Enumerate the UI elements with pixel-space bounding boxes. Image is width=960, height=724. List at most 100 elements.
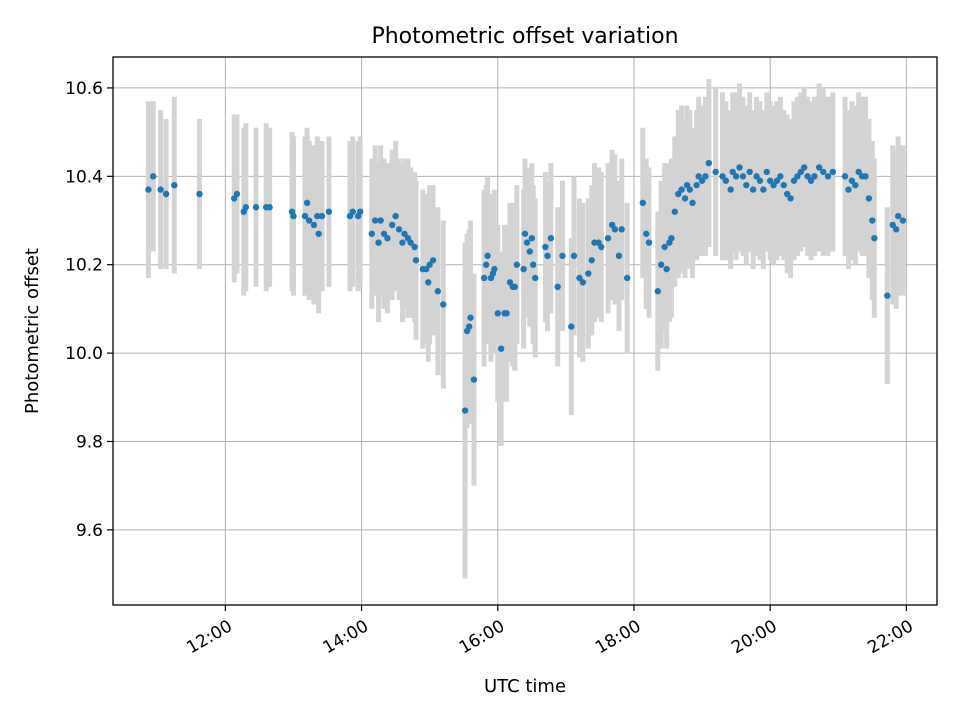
data-point [491, 265, 498, 273]
data-point [425, 279, 432, 286]
data-point [523, 239, 531, 246]
data-point [787, 195, 794, 202]
y-tick-label: 9.8 [76, 432, 103, 452]
data-point [892, 226, 900, 233]
data-point [807, 177, 815, 184]
data-point [357, 208, 364, 215]
y-axis-label: Photometric offset [22, 248, 43, 414]
data-point [368, 230, 375, 237]
data-point [401, 230, 408, 237]
data-point [801, 164, 808, 171]
plot-frame [112, 56, 938, 606]
data-point [149, 173, 157, 180]
data-point [681, 195, 689, 202]
data-point [399, 239, 406, 246]
data-point [705, 159, 713, 167]
data-point [884, 292, 891, 299]
data-point [484, 252, 491, 260]
data-point [729, 168, 736, 176]
data-point [395, 226, 403, 233]
data-point [588, 257, 595, 264]
data-point [576, 274, 583, 282]
data-point [777, 173, 784, 180]
data-point [663, 265, 670, 273]
data-point [440, 301, 447, 308]
data-point [196, 190, 203, 198]
data-point [794, 173, 801, 180]
data-point [848, 177, 856, 184]
data-point [797, 168, 805, 176]
data-point [712, 168, 719, 176]
chart-title: Photometric offset variation [371, 24, 678, 49]
data-point [623, 274, 631, 282]
data-point [482, 261, 490, 268]
data-point [384, 234, 391, 242]
data-point [841, 173, 849, 180]
data-point [467, 314, 474, 321]
data-point [760, 186, 767, 193]
data-point [746, 168, 753, 176]
data-point [429, 257, 437, 264]
data-point [615, 252, 623, 260]
data-point [233, 190, 241, 198]
data-point [520, 265, 527, 273]
data-point [739, 173, 747, 180]
data-point [899, 217, 907, 224]
data-point [871, 234, 878, 242]
data-point [314, 212, 321, 220]
data-point [145, 186, 152, 193]
data-point [668, 234, 675, 242]
data-point [497, 345, 505, 352]
data-point [325, 208, 333, 215]
data-point [392, 212, 399, 220]
data-point [855, 168, 862, 176]
data-point [743, 181, 750, 189]
data-point [698, 177, 706, 184]
data-point [434, 288, 442, 295]
data-point [753, 173, 760, 180]
data-point [544, 252, 551, 260]
y-tick-label: 10.2 [65, 256, 103, 276]
data-point [824, 173, 832, 180]
data-point [426, 261, 433, 268]
data-point [820, 168, 827, 176]
data-point [815, 164, 823, 171]
data-point [305, 217, 313, 224]
data-point [423, 265, 430, 273]
data-point [470, 376, 478, 383]
data-point [461, 407, 469, 414]
data-point [526, 248, 533, 255]
data-point [303, 199, 311, 207]
data-point [618, 226, 625, 233]
data-point [585, 270, 592, 277]
data-point [532, 274, 539, 282]
data-point [763, 168, 770, 176]
data-points [145, 159, 907, 414]
data-point [310, 221, 318, 229]
y-tick-label: 9.6 [76, 521, 103, 541]
data-point [852, 181, 859, 189]
data-point [529, 261, 537, 268]
data-point [654, 288, 661, 295]
data-point [732, 173, 740, 180]
data-point [162, 190, 170, 198]
data-point [568, 323, 575, 330]
y-tick-label: 10.4 [65, 167, 103, 187]
data-point [494, 310, 501, 317]
data-point [845, 186, 852, 193]
data-point [719, 173, 726, 180]
data-point [315, 230, 322, 237]
data-point [511, 283, 518, 291]
data-point [611, 226, 619, 233]
data-point [349, 208, 356, 215]
data-point [252, 204, 260, 211]
data-point [862, 173, 869, 180]
y-tick-label: 10.0 [65, 344, 103, 364]
data-point [480, 274, 488, 282]
y-tick-label: 10.6 [65, 79, 103, 99]
data-point [301, 212, 309, 220]
data-point [722, 177, 730, 184]
data-point [686, 186, 693, 193]
data-point [727, 186, 734, 193]
